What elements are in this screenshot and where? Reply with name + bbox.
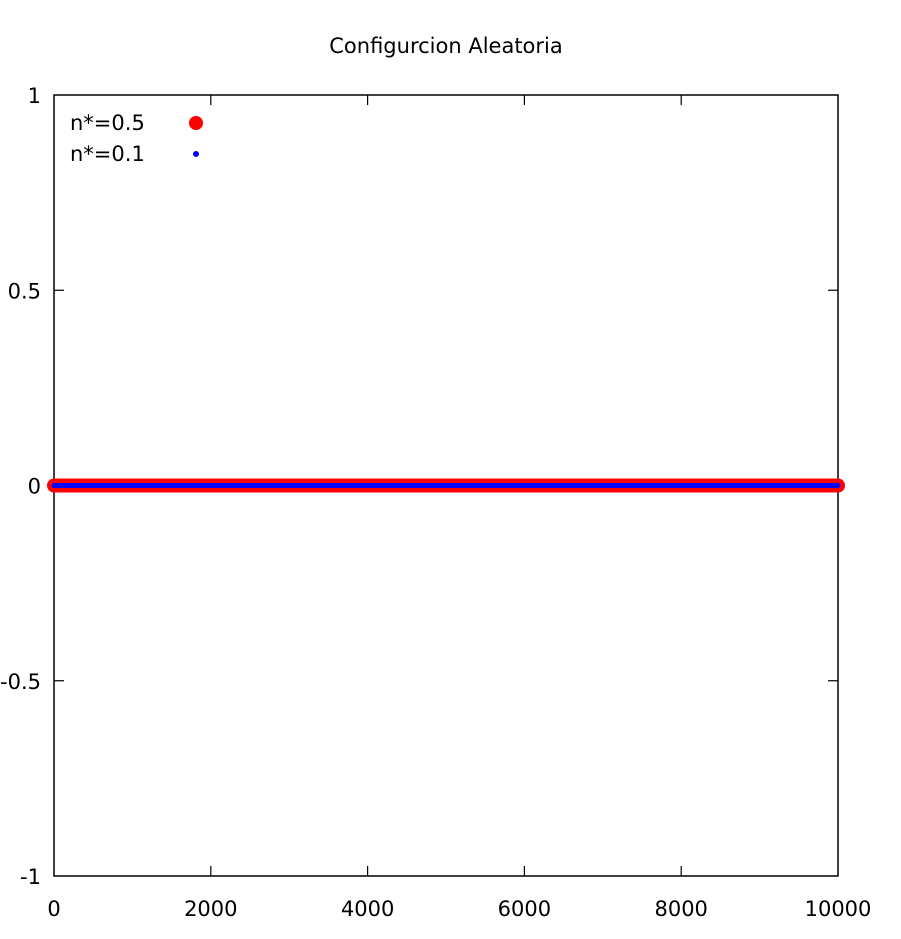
y-tick-label: -1 [20, 865, 41, 889]
y-tick-label: 0 [28, 475, 41, 499]
legend-label-series-1: n*=0.5 [70, 111, 145, 135]
x-tick-label: 6000 [498, 897, 551, 921]
legend: n*=0.5 n*=0.1 [70, 111, 203, 166]
y-tick-label: 1 [28, 84, 41, 108]
legend-label-series-2: n*=0.1 [70, 142, 145, 166]
legend-marker-series-2 [193, 151, 199, 157]
x-axis-tick-labels: 0 2000 4000 6000 8000 10000 [47, 897, 871, 921]
y-tick-label: 0.5 [8, 279, 41, 303]
x-tick-label: 4000 [341, 897, 394, 921]
x-tick-label: 0 [47, 897, 60, 921]
legend-marker-series-1 [189, 116, 203, 130]
x-tick-label: 8000 [654, 897, 707, 921]
chart-title: Configurcion Aleatoria [329, 34, 562, 58]
y-axis-tick-labels: -1 -0.5 0 0.5 1 [0, 84, 41, 889]
x-tick-label: 10000 [805, 897, 872, 921]
y-tick-label: -0.5 [0, 670, 41, 694]
x-tick-label: 2000 [184, 897, 237, 921]
